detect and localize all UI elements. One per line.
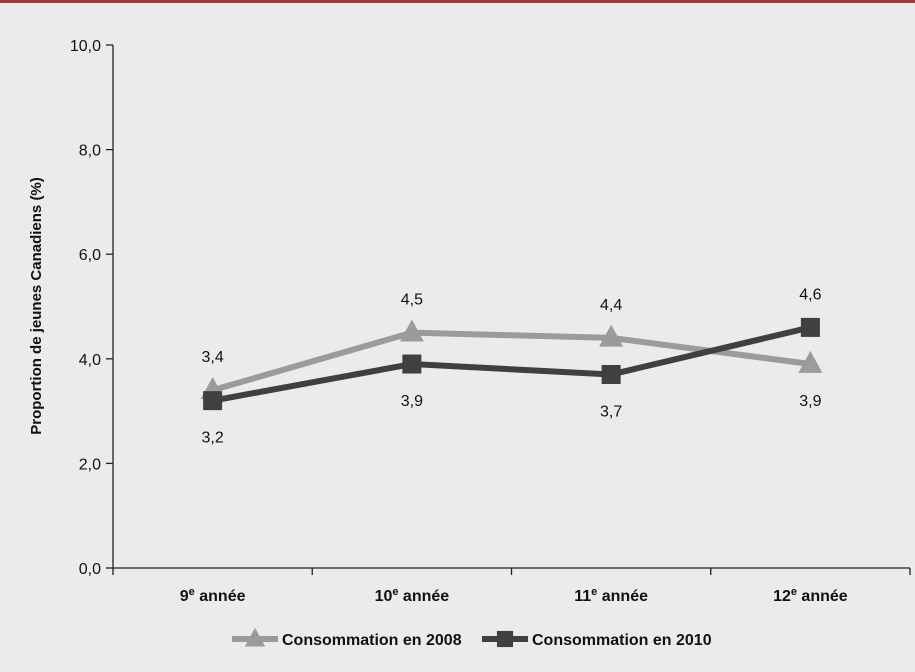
data-label: 4,5 — [401, 292, 423, 309]
x-category-label: 10e année — [375, 586, 450, 605]
y-tick-label: 8,0 — [79, 143, 101, 160]
y-tick-label: 10,0 — [70, 38, 101, 55]
series-line — [212, 324, 812, 404]
data-label: 3,9 — [799, 393, 821, 410]
triangle-marker — [399, 319, 424, 342]
legend-item-1: Consommation en 2008 — [232, 627, 462, 649]
top-rule — [0, 0, 915, 3]
legend: Consommation en 2008 Consommation en 2010 — [232, 627, 712, 649]
legend-triangle-marker — [244, 627, 266, 647]
legend-item-2: Consommation en 2010 — [482, 630, 712, 649]
series-layer — [200, 317, 823, 411]
y-tick-label: 0,0 — [79, 561, 101, 578]
triangle-marker — [798, 350, 823, 373]
square-marker — [601, 364, 621, 384]
data-label: 3,4 — [202, 349, 224, 366]
legend-label: Consommation en 2008 — [282, 632, 462, 649]
data-label: 3,2 — [202, 430, 224, 447]
y-tick-label: 6,0 — [79, 247, 101, 264]
x-category-label: 12e année — [773, 586, 848, 605]
y-axis-title: Proportion de jeunes Canadiens (%) — [28, 177, 45, 435]
labels-layer: 3,4 4,5 4,4 3,9 3,2 3,9 3,7 4,6 — [202, 286, 822, 446]
square-marker — [800, 317, 820, 337]
y-tick-label: 2,0 — [79, 456, 101, 473]
triangle-marker — [599, 324, 624, 347]
legend-label: Consommation en 2010 — [532, 632, 712, 649]
data-label: 3,7 — [600, 403, 622, 420]
axes: 0,0 2,0 4,0 6,0 8,0 10,0 9e année 10e année 11e … — [70, 38, 911, 605]
data-label: 4,4 — [600, 297, 622, 314]
series-2 — [203, 317, 820, 411]
x-category-label: 9e année — [180, 586, 246, 605]
data-label: 3,9 — [401, 393, 423, 410]
legend-square-marker — [496, 630, 514, 648]
data-label: 4,6 — [799, 286, 821, 303]
x-category-label: 11e année — [574, 586, 648, 605]
y-tick-label: 4,0 — [79, 352, 101, 369]
square-marker — [203, 391, 223, 411]
square-marker — [402, 354, 422, 374]
